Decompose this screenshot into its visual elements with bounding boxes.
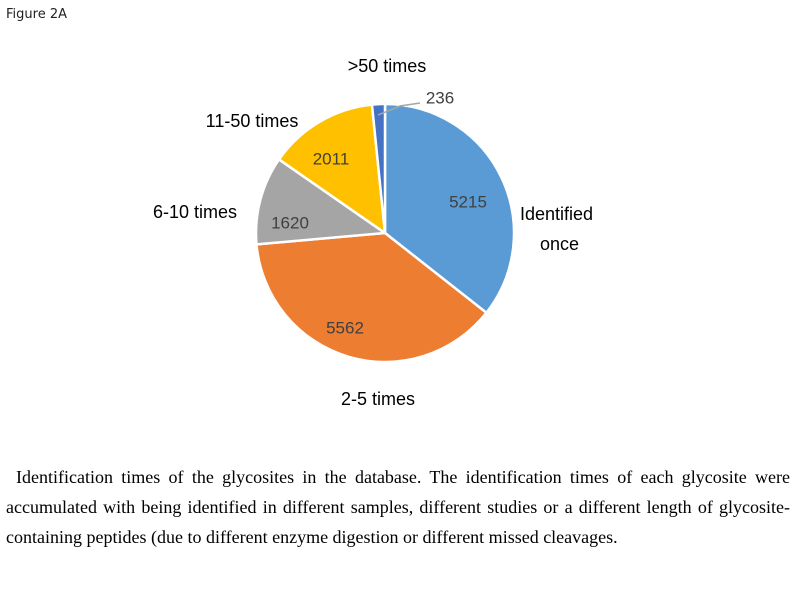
- pie-slice-11-50-times: [277, 103, 387, 236]
- figure-label: Figure 2A: [6, 7, 67, 22]
- pie-slice-identified-once: [383, 102, 516, 315]
- category-label-over-50-times: >50 times: [348, 56, 427, 76]
- category-label-11-50-times: 11-50 times: [206, 111, 299, 131]
- pie-chart: 5215 5562 1620 2011 236 Identified once 2-5 tim…: [153, 56, 593, 409]
- value-label-identified-once: 5215: [449, 192, 487, 211]
- value-label-2-5-times: 5562: [326, 318, 364, 337]
- pie-slice-over-50-times: [370, 102, 387, 234]
- value-label-6-10-times: 1620: [271, 213, 309, 232]
- leader-line: [377, 102, 421, 116]
- value-label-11-50-times: 2011: [313, 149, 350, 168]
- pie-slice-2-5-times: [255, 231, 489, 364]
- pie-slice-6-10-times: [254, 157, 389, 246]
- value-label-over-50-times: 236: [426, 88, 454, 107]
- category-label-2-5-times: 2-5 times: [341, 389, 415, 409]
- category-label-identified-once: Identified once: [520, 204, 593, 254]
- category-label-6-10-times: 6-10 times: [153, 202, 237, 222]
- figure-caption: Identification times of the glycosites i…: [6, 467, 790, 547]
